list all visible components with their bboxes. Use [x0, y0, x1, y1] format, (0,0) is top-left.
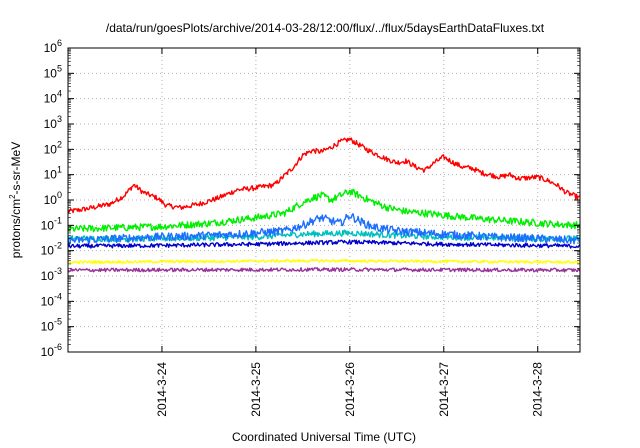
y-tick-exponent: 1 — [57, 165, 62, 175]
y-tick-exponent: 2 — [57, 139, 62, 149]
y-tick-base: 10 — [41, 244, 55, 258]
y-tick-label: 103 — [44, 114, 62, 131]
y-tick-label: 104 — [44, 89, 62, 106]
y-tick-exponent: 6 — [57, 38, 62, 48]
y-axis: 10-610-510-410-310-210-11001011021031041… — [41, 38, 580, 359]
series-layer — [68, 137, 580, 273]
y-tick-label: 10-3 — [41, 266, 62, 283]
x-tick-label: 2014-3-24 — [155, 362, 169, 417]
y-tick-label: 10-6 — [41, 342, 62, 359]
y-axis-label-exponent: 2 — [8, 194, 17, 199]
y-tick-label: 102 — [44, 139, 62, 156]
flux-series-line-1 — [68, 188, 580, 233]
y-tick-label: 10-2 — [41, 241, 62, 258]
y-tick-base: 10 — [41, 345, 55, 359]
x-tick-label: 2014-3-26 — [343, 362, 357, 417]
flux-series-line-5 — [68, 258, 580, 265]
x-axis-label: Coordinated Universal Time (UTC) — [232, 430, 416, 444]
flux-series-line-0 — [68, 137, 580, 214]
y-tick-base: 10 — [41, 294, 55, 308]
x-tick-label: 2014-3-25 — [249, 362, 263, 417]
y-tick-exponent: -3 — [54, 266, 62, 276]
y-tick-exponent: 5 — [57, 63, 62, 73]
y-tick-base: 10 — [44, 142, 58, 156]
flux-series-line-6 — [68, 267, 580, 273]
flux-series-line-4 — [68, 239, 580, 249]
y-tick-label: 105 — [44, 63, 62, 80]
y-tick-base: 10 — [44, 168, 58, 182]
y-tick-base: 10 — [44, 66, 58, 80]
y-tick-exponent: 0 — [57, 190, 62, 200]
y-tick-base: 10 — [41, 320, 55, 334]
y-axis-label-unit: protons/cm — [9, 199, 23, 258]
x-axis: 2014-3-24 2014-3-25 2014-3-26 2014-3-27 2014… — [155, 48, 545, 417]
y-tick-label: 10-1 — [41, 215, 62, 232]
y-tick-base: 10 — [41, 269, 55, 283]
y-tick-exponent: -1 — [54, 215, 62, 225]
y-axis-label-rest: -s-sr-MeV — [9, 142, 23, 195]
chart-title: /data/run/goesPlots/archive/2014-03-28/1… — [106, 21, 545, 35]
x-tick-label: 2014-3-27 — [437, 362, 451, 417]
x-tick-label: 2014-3-28 — [531, 362, 545, 417]
y-tick-label: 101 — [44, 165, 62, 182]
y-tick-exponent: -4 — [54, 291, 62, 301]
y-tick-base: 10 — [44, 41, 58, 55]
y-tick-exponent: -6 — [54, 342, 62, 352]
y-tick-base: 10 — [41, 218, 55, 232]
y-tick-label: 10-5 — [41, 317, 62, 334]
y-tick-base: 10 — [44, 117, 58, 131]
y-tick-label: 100 — [44, 190, 62, 207]
y-tick-exponent: -5 — [54, 317, 62, 327]
y-tick-exponent: 3 — [57, 114, 62, 124]
y-tick-exponent: 4 — [57, 89, 62, 99]
y-axis-label: protons/cm2-s-sr-MeV — [8, 142, 23, 258]
y-tick-label: 10-4 — [41, 291, 62, 308]
y-tick-base: 10 — [44, 92, 58, 106]
flux-series-line-3 — [68, 213, 580, 246]
y-tick-exponent: -2 — [54, 241, 62, 251]
y-tick-base: 10 — [44, 193, 58, 207]
y-tick-label: 106 — [44, 38, 62, 55]
